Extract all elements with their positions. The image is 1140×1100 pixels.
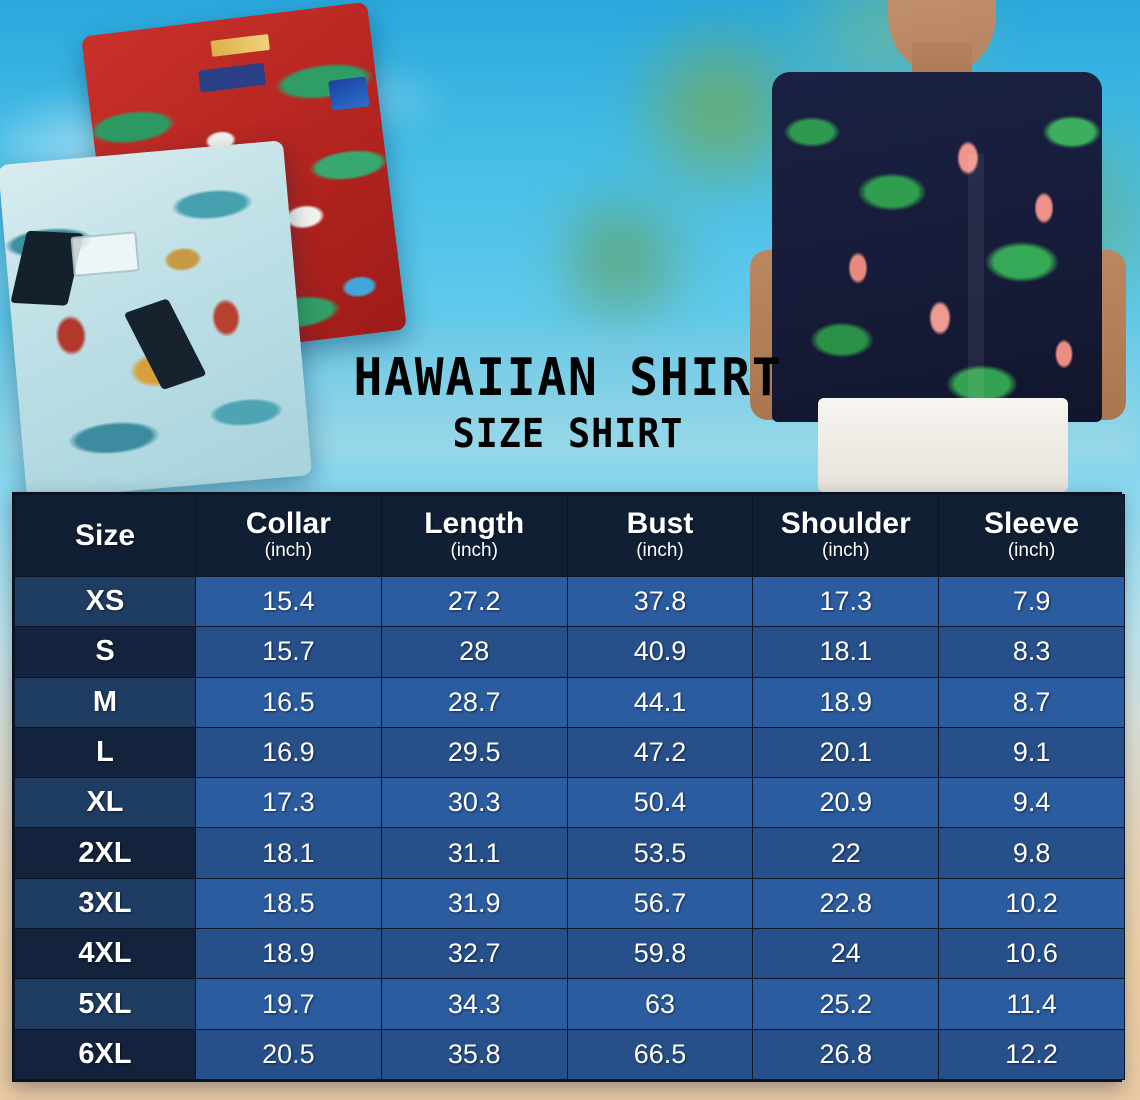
column-header-shoulder: Shoulder (inch) — [752, 494, 940, 577]
cell-bust: 40.9 — [566, 626, 754, 678]
cell-bust: 59.8 — [566, 928, 754, 980]
cell-length: 34.3 — [380, 978, 568, 1030]
title-block: HAWAIIAN SHIRT SIZE SHIRT — [318, 352, 818, 456]
model-hawaiian-shirt — [772, 72, 1102, 484]
cell-bust: 44.1 — [566, 676, 754, 728]
cell-size: 3XL — [14, 877, 196, 930]
cell-shoulder: 25.2 — [752, 978, 940, 1030]
table-row: XL 17.3 30.3 50.4 20.9 9.4 — [14, 777, 1125, 829]
cell-shoulder: 18.9 — [752, 676, 940, 728]
cell-collar: 16.5 — [195, 676, 382, 728]
cell-collar: 17.3 — [195, 777, 382, 829]
cell-length: 32.7 — [380, 928, 568, 980]
cell-shoulder: 20.9 — [752, 777, 940, 829]
cell-sleeve: 9.4 — [938, 777, 1125, 829]
cell-length: 31.1 — [380, 827, 568, 879]
cell-collar: 20.5 — [195, 1028, 382, 1081]
column-header-bust: Bust (inch) — [566, 494, 754, 577]
cell-sleeve: 10.2 — [938, 877, 1125, 930]
cell-size: S — [14, 626, 196, 678]
aqua-hawaiian-shirt — [0, 140, 313, 500]
table-row: 6XL 20.5 35.8 66.5 26.8 12.2 — [14, 1028, 1125, 1081]
table-row: S 15.7 28 40.9 18.1 8.3 — [14, 626, 1125, 678]
cell-length: 29.5 — [380, 726, 568, 779]
column-header-size: Size — [14, 494, 196, 577]
shirt-collar-right — [123, 298, 207, 391]
page-subtitle: SIZE SHIRT — [452, 411, 684, 457]
cell-bust: 53.5 — [566, 827, 754, 879]
table-row: L 16.9 29.5 47.2 20.1 9.1 — [14, 726, 1125, 779]
cell-shoulder: 24 — [752, 928, 940, 980]
cell-size: 6XL — [14, 1028, 196, 1081]
size-chart: Size Collar (inch) Length (inch) Bust (i… — [12, 492, 1125, 1082]
page-title: HAWAIIAN SHIRT — [353, 348, 783, 408]
cell-bust: 56.7 — [566, 877, 754, 930]
cell-collar: 18.5 — [195, 877, 382, 930]
table-body: XS 15.4 27.2 37.8 17.3 7.9 S 15.7 28 40.… — [14, 575, 1125, 1081]
cell-bust: 63 — [566, 978, 754, 1030]
cell-collar: 18.9 — [195, 928, 382, 980]
cell-bust: 50.4 — [566, 777, 754, 829]
cell-size: 4XL — [14, 928, 196, 980]
cell-sleeve: 11.4 — [938, 978, 1125, 1030]
cell-collar: 16.9 — [195, 726, 382, 779]
cell-sleeve: 8.7 — [938, 676, 1125, 728]
cell-collar: 15.7 — [195, 626, 382, 678]
column-header-collar: Collar (inch) — [195, 494, 382, 577]
cell-sleeve: 9.8 — [938, 827, 1125, 879]
cell-shoulder: 17.3 — [752, 575, 940, 628]
cell-length: 28.7 — [380, 676, 568, 728]
cell-shoulder: 22 — [752, 827, 940, 879]
cell-size: XS — [14, 575, 196, 628]
cell-length: 30.3 — [380, 777, 568, 829]
table-row: 3XL 18.5 31.9 56.7 22.8 10.2 — [14, 877, 1125, 930]
column-header-sleeve: Sleeve (inch) — [938, 494, 1125, 577]
cell-sleeve: 8.3 — [938, 626, 1125, 678]
table-row: 4XL 18.9 32.7 59.8 24 10.6 — [14, 928, 1125, 980]
cell-shoulder: 18.1 — [752, 626, 940, 678]
cell-sleeve: 12.2 — [938, 1028, 1125, 1081]
model-photo — [720, 0, 1140, 492]
cell-shoulder: 22.8 — [752, 877, 940, 930]
cell-collar: 18.1 — [195, 827, 382, 879]
column-header-length: Length (inch) — [380, 494, 568, 577]
cell-length: 35.8 — [380, 1028, 568, 1081]
cell-size: L — [14, 726, 196, 779]
cell-size: 5XL — [14, 978, 196, 1030]
cell-length: 31.9 — [380, 877, 568, 930]
cell-bust: 66.5 — [566, 1028, 754, 1081]
table-row: 2XL 18.1 31.1 53.5 22 9.8 — [14, 827, 1125, 879]
cell-bust: 47.2 — [566, 726, 754, 779]
cell-sleeve: 10.6 — [938, 928, 1125, 980]
table-row: 5XL 19.7 34.3 63 25.2 11.4 — [14, 978, 1125, 1030]
brand-badge — [328, 76, 370, 111]
cell-length: 28 — [380, 626, 568, 678]
size-table: Size Collar (inch) Length (inch) Bust (i… — [14, 494, 1125, 1081]
cell-collar: 19.7 — [195, 978, 382, 1030]
cell-bust: 37.8 — [566, 575, 754, 628]
cell-size: 2XL — [14, 827, 196, 879]
cell-sleeve: 7.9 — [938, 575, 1125, 628]
cell-shoulder: 26.8 — [752, 1028, 940, 1081]
cell-shoulder: 20.1 — [752, 726, 940, 779]
cell-size: XL — [14, 777, 196, 829]
model-shorts — [818, 398, 1068, 492]
table-row: XS 15.4 27.2 37.8 17.3 7.9 — [14, 575, 1125, 628]
chest-pocket — [70, 231, 140, 277]
cell-sleeve: 9.1 — [938, 726, 1125, 779]
table-header-row: Size Collar (inch) Length (inch) Bust (i… — [14, 494, 1125, 577]
cell-size: M — [14, 676, 196, 728]
neck-label — [210, 33, 270, 57]
collar-tab — [197, 62, 267, 93]
cell-collar: 15.4 — [195, 575, 382, 628]
table-row: M 16.5 28.7 44.1 18.9 8.7 — [14, 676, 1125, 728]
cell-length: 27.2 — [380, 575, 568, 628]
